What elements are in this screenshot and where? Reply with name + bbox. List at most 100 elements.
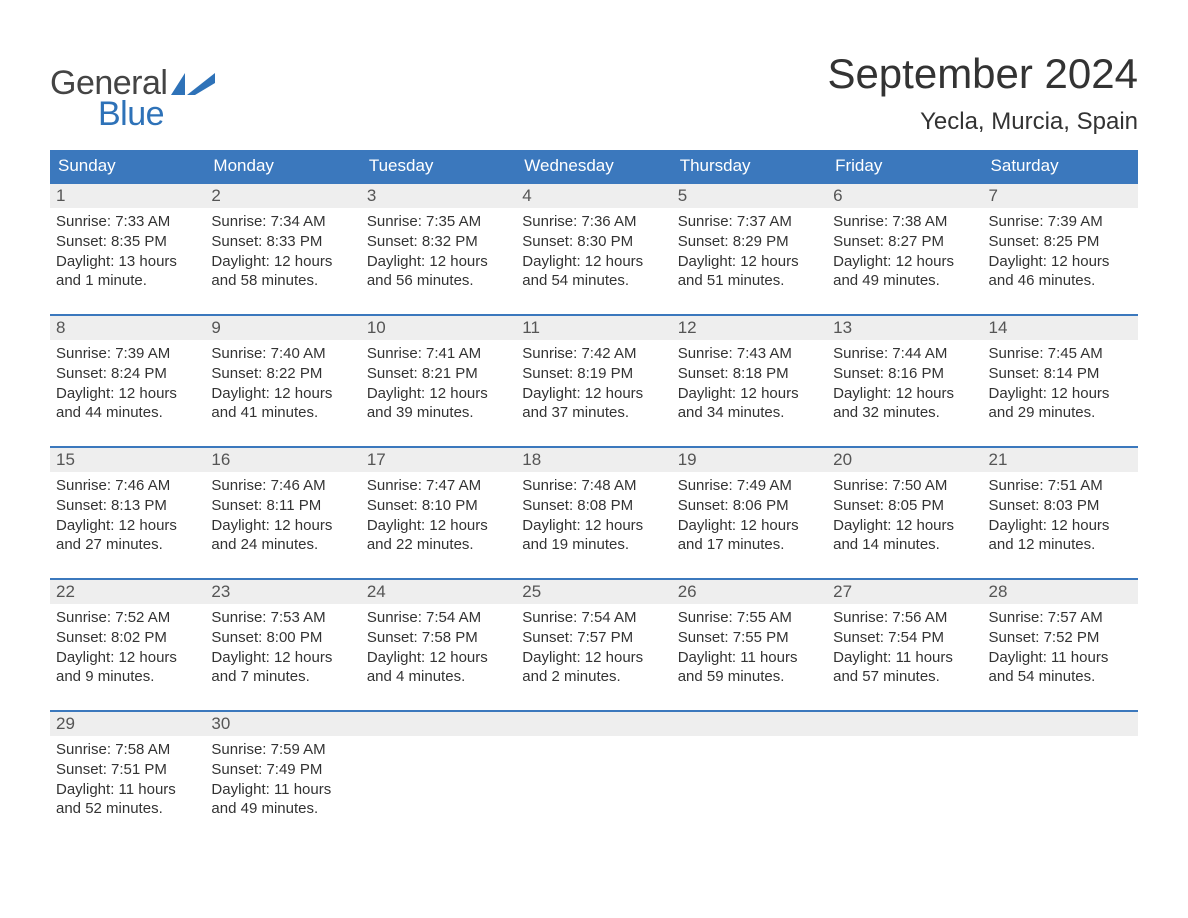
day-number: 5	[672, 184, 827, 208]
day-number: 25	[516, 580, 671, 604]
day-cell: 22Sunrise: 7:52 AMSunset: 8:02 PMDayligh…	[50, 580, 205, 706]
day-cell: 7Sunrise: 7:39 AMSunset: 8:25 PMDaylight…	[983, 184, 1138, 310]
week-row: 15Sunrise: 7:46 AMSunset: 8:13 PMDayligh…	[50, 446, 1138, 574]
day-cell: 8Sunrise: 7:39 AMSunset: 8:24 PMDaylight…	[50, 316, 205, 442]
day-sunset: Sunset: 7:52 PM	[989, 628, 1132, 648]
day-sunset: Sunset: 8:11 PM	[211, 496, 354, 516]
day-day2: and 7 minutes.	[211, 667, 354, 687]
day-sunrise: Sunrise: 7:38 AM	[833, 212, 976, 232]
day-day2: and 51 minutes.	[678, 271, 821, 291]
day-sunset: Sunset: 7:57 PM	[522, 628, 665, 648]
day-sunrise: Sunrise: 7:45 AM	[989, 344, 1132, 364]
day-day2: and 46 minutes.	[989, 271, 1132, 291]
day-sunset: Sunset: 8:03 PM	[989, 496, 1132, 516]
day-cell: 16Sunrise: 7:46 AMSunset: 8:11 PMDayligh…	[205, 448, 360, 574]
day-cell	[827, 712, 982, 838]
day-sunrise: Sunrise: 7:50 AM	[833, 476, 976, 496]
day-number: 22	[50, 580, 205, 604]
day-day1: Daylight: 12 hours	[678, 384, 821, 404]
day-content: Sunrise: 7:50 AMSunset: 8:05 PMDaylight:…	[827, 472, 982, 561]
day-number: 19	[672, 448, 827, 472]
day-day2: and 39 minutes.	[367, 403, 510, 423]
day-sunset: Sunset: 7:58 PM	[367, 628, 510, 648]
day-number: 30	[205, 712, 360, 736]
day-sunset: Sunset: 8:22 PM	[211, 364, 354, 384]
day-day2: and 19 minutes.	[522, 535, 665, 555]
dow-thursday: Thursday	[672, 150, 827, 182]
day-day1: Daylight: 12 hours	[678, 516, 821, 536]
day-sunrise: Sunrise: 7:43 AM	[678, 344, 821, 364]
day-sunrise: Sunrise: 7:48 AM	[522, 476, 665, 496]
day-number: 18	[516, 448, 671, 472]
day-sunrise: Sunrise: 7:56 AM	[833, 608, 976, 628]
day-sunset: Sunset: 7:54 PM	[833, 628, 976, 648]
day-sunrise: Sunrise: 7:58 AM	[56, 740, 199, 760]
day-sunrise: Sunrise: 7:37 AM	[678, 212, 821, 232]
day-number: 10	[361, 316, 516, 340]
day-content: Sunrise: 7:56 AMSunset: 7:54 PMDaylight:…	[827, 604, 982, 693]
day-day1: Daylight: 12 hours	[989, 252, 1132, 272]
day-content: Sunrise: 7:51 AMSunset: 8:03 PMDaylight:…	[983, 472, 1138, 561]
day-sunset: Sunset: 8:02 PM	[56, 628, 199, 648]
day-number: 1	[50, 184, 205, 208]
day-day2: and 59 minutes.	[678, 667, 821, 687]
day-sunset: Sunset: 8:13 PM	[56, 496, 199, 516]
day-day2: and 24 minutes.	[211, 535, 354, 555]
day-day1: Daylight: 12 hours	[989, 384, 1132, 404]
day-sunset: Sunset: 8:32 PM	[367, 232, 510, 252]
day-content: Sunrise: 7:48 AMSunset: 8:08 PMDaylight:…	[516, 472, 671, 561]
day-content: Sunrise: 7:49 AMSunset: 8:06 PMDaylight:…	[672, 472, 827, 561]
day-sunset: Sunset: 7:55 PM	[678, 628, 821, 648]
day-number	[516, 712, 671, 736]
day-day1: Daylight: 12 hours	[56, 648, 199, 668]
day-day1: Daylight: 11 hours	[678, 648, 821, 668]
dow-monday: Monday	[205, 150, 360, 182]
day-content: Sunrise: 7:35 AMSunset: 8:32 PMDaylight:…	[361, 208, 516, 297]
day-number: 8	[50, 316, 205, 340]
day-content: Sunrise: 7:41 AMSunset: 8:21 PMDaylight:…	[361, 340, 516, 429]
day-day2: and 49 minutes.	[833, 271, 976, 291]
day-number: 11	[516, 316, 671, 340]
day-day2: and 52 minutes.	[56, 799, 199, 819]
day-day2: and 58 minutes.	[211, 271, 354, 291]
day-number: 28	[983, 580, 1138, 604]
day-day2: and 29 minutes.	[989, 403, 1132, 423]
day-number: 9	[205, 316, 360, 340]
dow-wednesday: Wednesday	[516, 150, 671, 182]
day-day2: and 1 minute.	[56, 271, 199, 291]
day-cell: 23Sunrise: 7:53 AMSunset: 8:00 PMDayligh…	[205, 580, 360, 706]
day-cell: 19Sunrise: 7:49 AMSunset: 8:06 PMDayligh…	[672, 448, 827, 574]
day-cell: 25Sunrise: 7:54 AMSunset: 7:57 PMDayligh…	[516, 580, 671, 706]
day-sunrise: Sunrise: 7:40 AM	[211, 344, 354, 364]
day-number	[672, 712, 827, 736]
day-content: Sunrise: 7:37 AMSunset: 8:29 PMDaylight:…	[672, 208, 827, 297]
day-day2: and 17 minutes.	[678, 535, 821, 555]
day-cell: 26Sunrise: 7:55 AMSunset: 7:55 PMDayligh…	[672, 580, 827, 706]
day-day1: Daylight: 12 hours	[678, 252, 821, 272]
day-cell: 13Sunrise: 7:44 AMSunset: 8:16 PMDayligh…	[827, 316, 982, 442]
day-day1: Daylight: 12 hours	[833, 384, 976, 404]
day-day1: Daylight: 12 hours	[522, 516, 665, 536]
day-day2: and 37 minutes.	[522, 403, 665, 423]
day-cell: 9Sunrise: 7:40 AMSunset: 8:22 PMDaylight…	[205, 316, 360, 442]
day-sunset: Sunset: 8:25 PM	[989, 232, 1132, 252]
day-content: Sunrise: 7:34 AMSunset: 8:33 PMDaylight:…	[205, 208, 360, 297]
day-cell	[983, 712, 1138, 838]
page-title: September 2024	[827, 50, 1138, 98]
day-content: Sunrise: 7:33 AMSunset: 8:35 PMDaylight:…	[50, 208, 205, 297]
day-number	[361, 712, 516, 736]
day-sunrise: Sunrise: 7:47 AM	[367, 476, 510, 496]
day-sunset: Sunset: 8:00 PM	[211, 628, 354, 648]
day-number: 27	[827, 580, 982, 604]
day-sunrise: Sunrise: 7:39 AM	[989, 212, 1132, 232]
day-cell: 5Sunrise: 7:37 AMSunset: 8:29 PMDaylight…	[672, 184, 827, 310]
day-sunrise: Sunrise: 7:33 AM	[56, 212, 199, 232]
day-cell: 11Sunrise: 7:42 AMSunset: 8:19 PMDayligh…	[516, 316, 671, 442]
day-sunset: Sunset: 8:21 PM	[367, 364, 510, 384]
day-sunset: Sunset: 8:29 PM	[678, 232, 821, 252]
day-cell	[516, 712, 671, 838]
day-sunrise: Sunrise: 7:55 AM	[678, 608, 821, 628]
day-sunset: Sunset: 8:06 PM	[678, 496, 821, 516]
day-sunset: Sunset: 7:49 PM	[211, 760, 354, 780]
day-sunset: Sunset: 8:05 PM	[833, 496, 976, 516]
